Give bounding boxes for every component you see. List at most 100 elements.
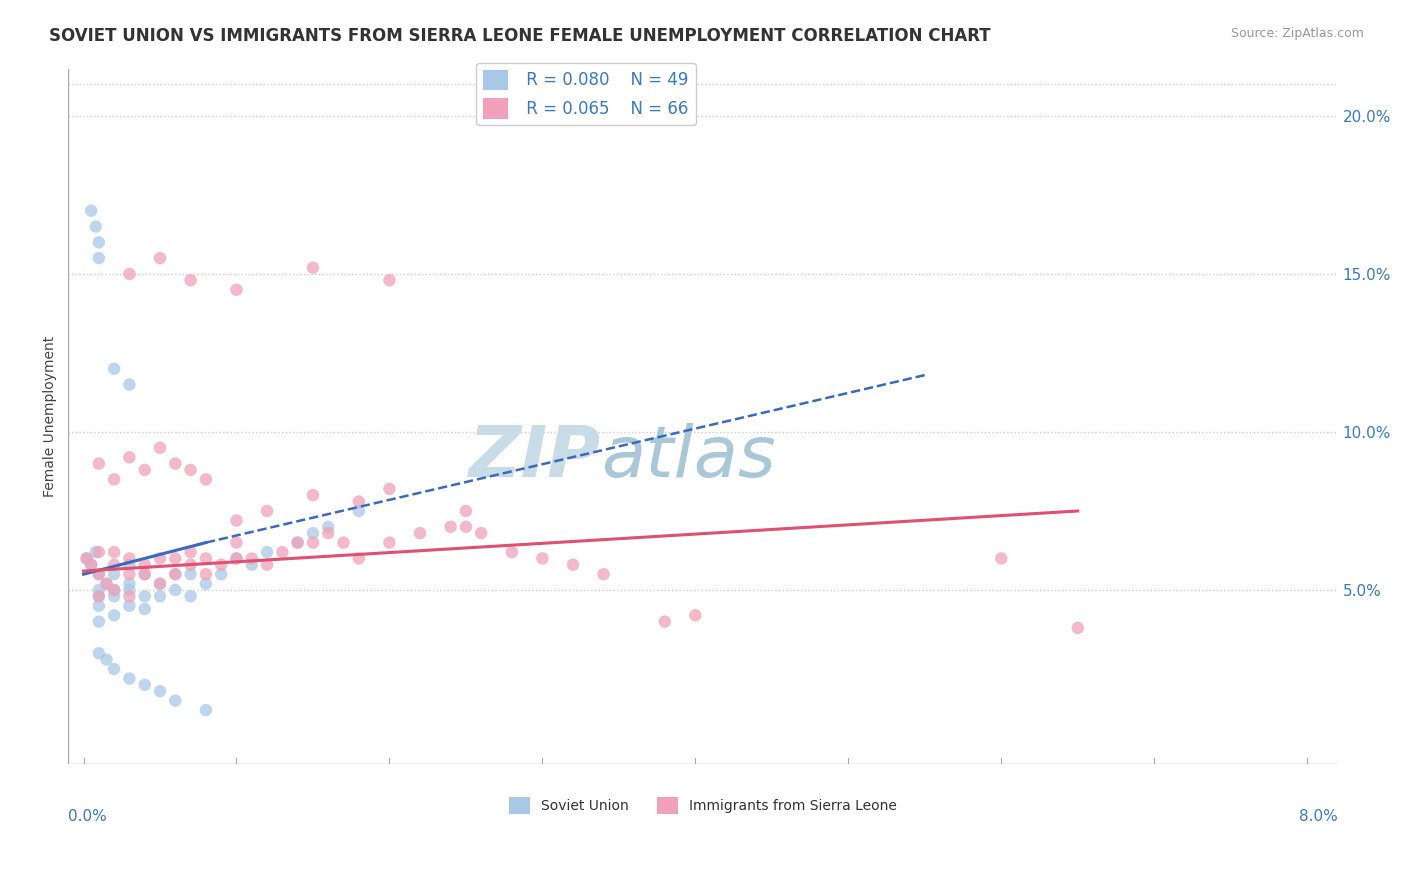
Point <box>87 235 110 250</box>
Point <box>685 608 707 623</box>
Point <box>209 558 232 572</box>
Point <box>302 526 325 541</box>
Point <box>80 558 103 572</box>
Point <box>103 590 125 604</box>
Point <box>180 590 202 604</box>
Point <box>180 558 202 572</box>
Point <box>103 545 125 559</box>
Point <box>118 576 141 591</box>
Text: SOVIET UNION VS IMMIGRANTS FROM SIERRA LEONE FEMALE UNEMPLOYMENT CORRELATION CHA: SOVIET UNION VS IMMIGRANTS FROM SIERRA L… <box>49 27 991 45</box>
Point <box>134 463 156 477</box>
Point <box>271 545 294 559</box>
Point <box>149 684 172 698</box>
Point <box>76 551 98 566</box>
Point <box>409 526 432 541</box>
Point <box>194 472 217 486</box>
Point <box>87 567 110 582</box>
Point <box>134 678 156 692</box>
Point <box>118 599 141 613</box>
Point <box>87 590 110 604</box>
Point <box>134 567 156 582</box>
Point <box>149 590 172 604</box>
Point <box>240 551 263 566</box>
Point <box>103 361 125 376</box>
Point <box>287 535 309 549</box>
Point <box>103 558 125 572</box>
Point <box>149 576 172 591</box>
Point <box>316 526 339 541</box>
Point <box>103 582 125 597</box>
Point <box>118 590 141 604</box>
Point <box>194 567 217 582</box>
Point <box>302 260 325 275</box>
Point <box>256 545 278 559</box>
Point <box>118 582 141 597</box>
Point <box>87 457 110 471</box>
Point <box>347 551 370 566</box>
Point <box>149 441 172 455</box>
Point <box>96 576 118 591</box>
Point <box>76 551 98 566</box>
Point <box>165 567 187 582</box>
Point <box>118 377 141 392</box>
Point <box>84 545 107 559</box>
Point <box>87 646 110 660</box>
Point <box>180 463 202 477</box>
Legend: Soviet Union, Immigrants from Sierra Leone: Soviet Union, Immigrants from Sierra Leo… <box>503 791 903 820</box>
Point <box>149 576 172 591</box>
Point <box>118 672 141 686</box>
Point <box>194 703 217 717</box>
Point <box>134 558 156 572</box>
Point <box>225 551 247 566</box>
Point <box>654 615 676 629</box>
Point <box>501 545 523 559</box>
Point <box>287 535 309 549</box>
Point <box>87 545 110 559</box>
Point <box>118 450 141 465</box>
Point <box>470 526 492 541</box>
Point <box>531 551 554 566</box>
Point <box>302 488 325 502</box>
Text: 0.0%: 0.0% <box>69 809 107 824</box>
Point <box>302 535 325 549</box>
Point <box>316 520 339 534</box>
Point <box>118 567 141 582</box>
Point <box>1067 621 1090 635</box>
Point <box>165 457 187 471</box>
Point <box>103 582 125 597</box>
Point <box>180 545 202 559</box>
Point <box>332 535 354 549</box>
Text: ZIP: ZIP <box>470 424 602 492</box>
Point <box>347 504 370 518</box>
Point <box>378 273 401 287</box>
Point <box>256 558 278 572</box>
Point <box>990 551 1012 566</box>
Point <box>149 251 172 265</box>
Y-axis label: Female Unemployment: Female Unemployment <box>44 335 58 497</box>
Point <box>240 558 263 572</box>
Point <box>87 251 110 265</box>
Point <box>562 558 585 572</box>
Point <box>103 472 125 486</box>
Point <box>225 551 247 566</box>
Point <box>84 219 107 234</box>
Point <box>96 576 118 591</box>
Point <box>134 602 156 616</box>
Point <box>347 494 370 508</box>
Point <box>96 652 118 666</box>
Point <box>87 615 110 629</box>
Point <box>378 482 401 496</box>
Point <box>439 520 461 534</box>
Point <box>87 567 110 582</box>
Point <box>180 273 202 287</box>
Text: atlas: atlas <box>602 424 776 492</box>
Point <box>134 590 156 604</box>
Point <box>378 535 401 549</box>
Point <box>134 567 156 582</box>
Point <box>194 576 217 591</box>
Point <box>225 513 247 527</box>
Point <box>118 267 141 281</box>
Point <box>149 551 172 566</box>
Point <box>225 535 247 549</box>
Point <box>80 203 103 218</box>
